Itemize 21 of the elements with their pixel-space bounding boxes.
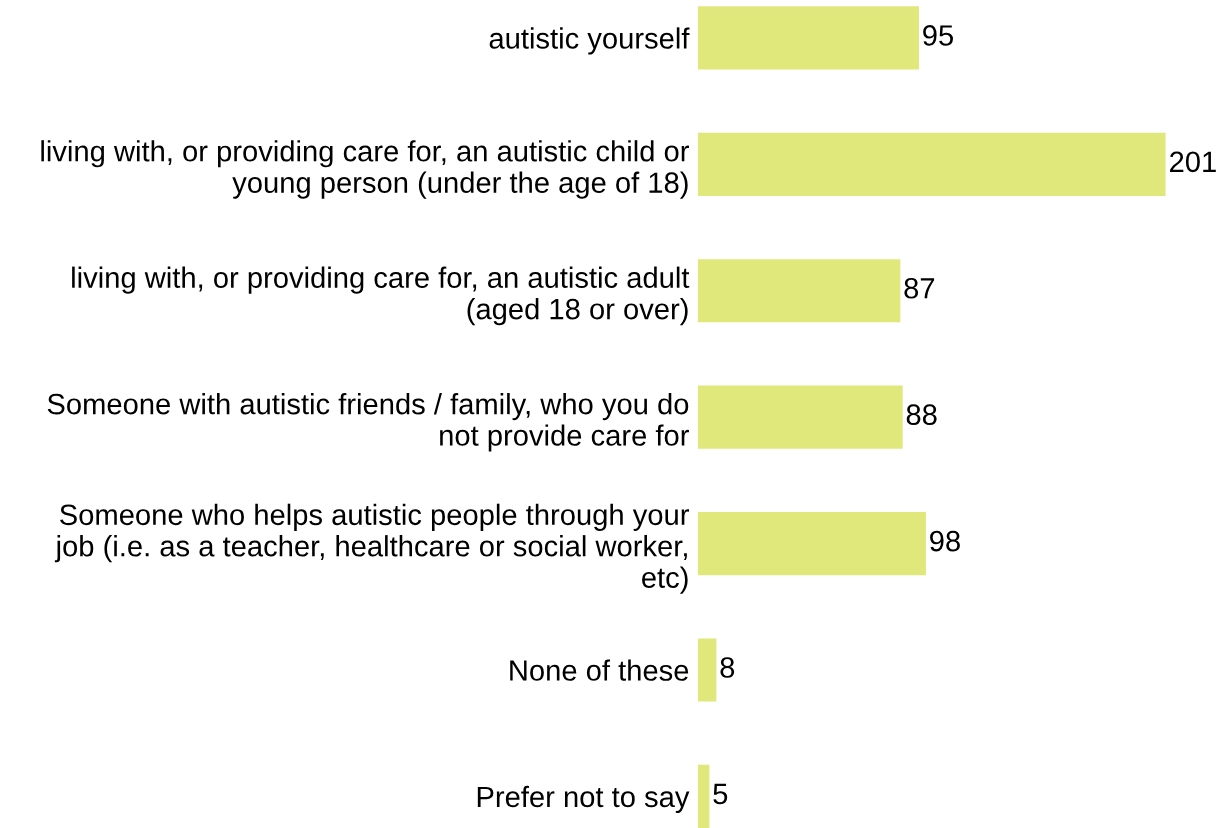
data-label: 98	[930, 530, 960, 552]
y-tick-label: living with, or providing care for, an autistic adult (aged 18 or over)	[72, 266, 690, 326]
data-label: 201	[1170, 151, 1216, 173]
bar	[697, 764, 710, 828]
bar	[697, 511, 926, 576]
data-label: 8	[720, 657, 735, 678]
y-tick-label: Someone who helps autistic people through your job (i.e. as a teacher, healthcare or social worker, etc)	[54, 503, 689, 594]
data-label: 88	[906, 404, 937, 425]
y-tick-label: living with, or providing care for, an autistic child or young person (under the age of 18)	[41, 140, 689, 199]
bar	[697, 6, 919, 70]
y-tick-label: Prefer not to say	[477, 785, 690, 814]
data-label: 87	[904, 277, 935, 299]
bar	[697, 638, 717, 702]
bar	[697, 259, 901, 323]
y-tick-label: autistic yourself	[489, 27, 690, 55]
y-tick-label: None of these	[510, 659, 689, 681]
data-label: 95	[923, 25, 953, 46]
y-tick-label: Someone with autistic friends / family, who you do not provide care for	[47, 393, 689, 452]
bar	[697, 385, 903, 449]
bar	[697, 132, 1166, 196]
data-label: 5	[713, 783, 728, 805]
